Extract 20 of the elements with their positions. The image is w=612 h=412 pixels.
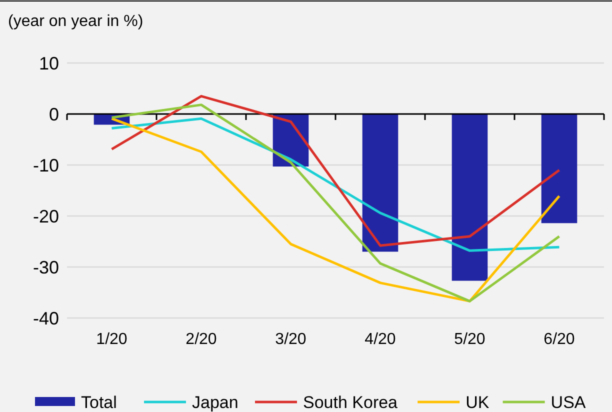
x-tick-label: 5/20 <box>454 331 486 348</box>
y-tick-label: 10 <box>38 53 59 74</box>
y-tick-label: -30 <box>32 257 59 278</box>
x-tick-label: 1/20 <box>96 331 128 348</box>
y-tick-label: 0 <box>48 104 59 124</box>
x-tick-label: 3/20 <box>275 331 306 348</box>
legend-label: USA <box>550 393 586 412</box>
legend-label: UK <box>466 393 490 412</box>
legend-label: Japan <box>192 393 238 412</box>
y-tick-label: -40 <box>32 308 59 328</box>
legend-label: South Korea <box>303 393 398 412</box>
x-tick-label: 6/20 <box>544 331 575 348</box>
legend-label: Total <box>81 393 117 412</box>
chart-title: (year on year in %) <box>8 13 144 30</box>
y-tick-label: -20 <box>32 206 59 226</box>
line-series <box>110 94 560 247</box>
x-tick-label: 2/20 <box>186 331 217 348</box>
x-tick-label: 4/20 <box>364 331 396 348</box>
line-series <box>110 117 560 252</box>
y-tick-label: -10 <box>32 155 59 176</box>
